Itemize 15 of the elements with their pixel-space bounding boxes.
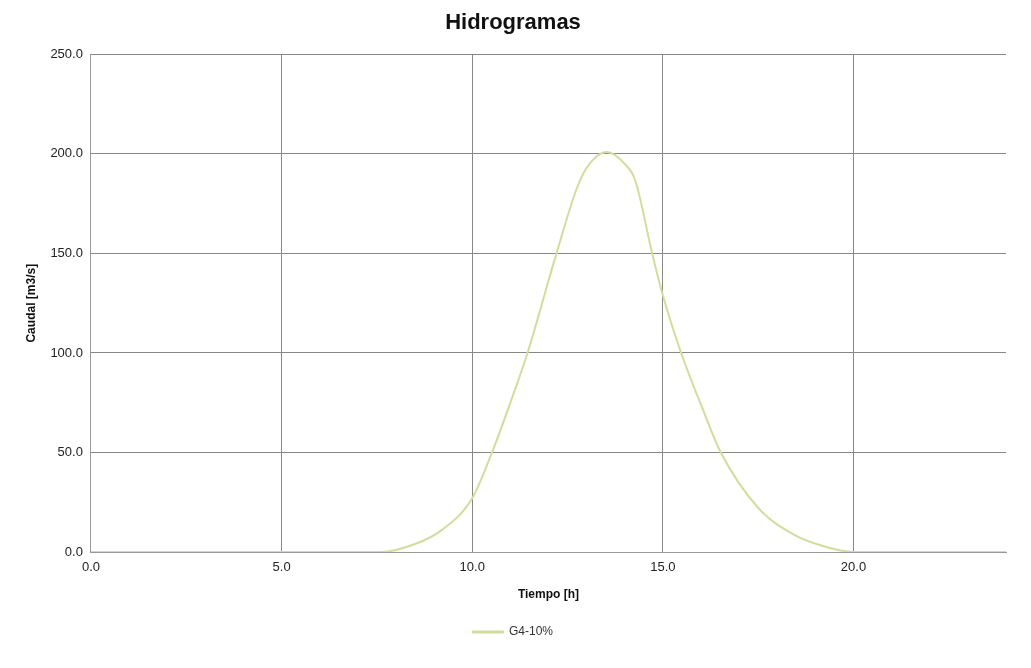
x-axis-title: Tiempo [h] [517, 587, 580, 602]
chart-title: Hidrogramas [445, 9, 581, 35]
x-tick-label: 10.0 [459, 559, 485, 575]
y-tick-label: 250.0 [50, 45, 83, 61]
y-tick-label: 150.0 [50, 245, 83, 261]
x-tick-label: 20.0 [840, 559, 867, 575]
y-tick-label: 50.0 [57, 444, 83, 460]
legend-label: G4-10% [508, 624, 554, 639]
y-tick-label: 0.0 [64, 543, 83, 559]
y-tick-label: 200.0 [50, 145, 83, 161]
y-axis-title: Caudal [m3/s] [23, 263, 38, 343]
x-tick-label: 0.0 [81, 559, 100, 575]
x-tick-label: 15.0 [650, 559, 676, 575]
y-tick-label: 100.0 [50, 344, 83, 360]
x-tick-label: 5.0 [272, 559, 291, 575]
